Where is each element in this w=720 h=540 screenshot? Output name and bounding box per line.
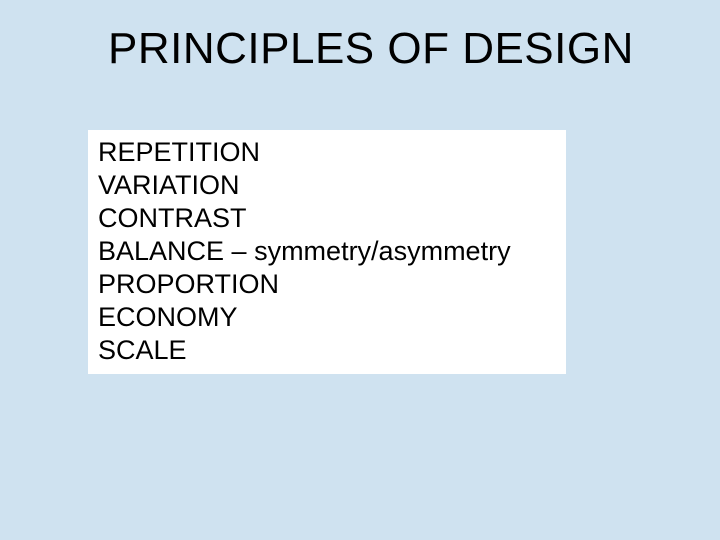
list-item: SCALE [98, 334, 556, 367]
list-item: VARIATION [98, 169, 556, 202]
slide-title: PRINCIPLES OF DESIGN [108, 24, 634, 74]
list-item: BALANCE – symmetry/asymmetry [98, 235, 556, 268]
list-item: ECONOMY [98, 301, 556, 334]
list-item: PROPORTION [98, 268, 556, 301]
list-item: CONTRAST [98, 202, 556, 235]
list-item: REPETITION [98, 136, 556, 169]
content-box: REPETITION VARIATION CONTRAST BALANCE – … [88, 130, 566, 374]
